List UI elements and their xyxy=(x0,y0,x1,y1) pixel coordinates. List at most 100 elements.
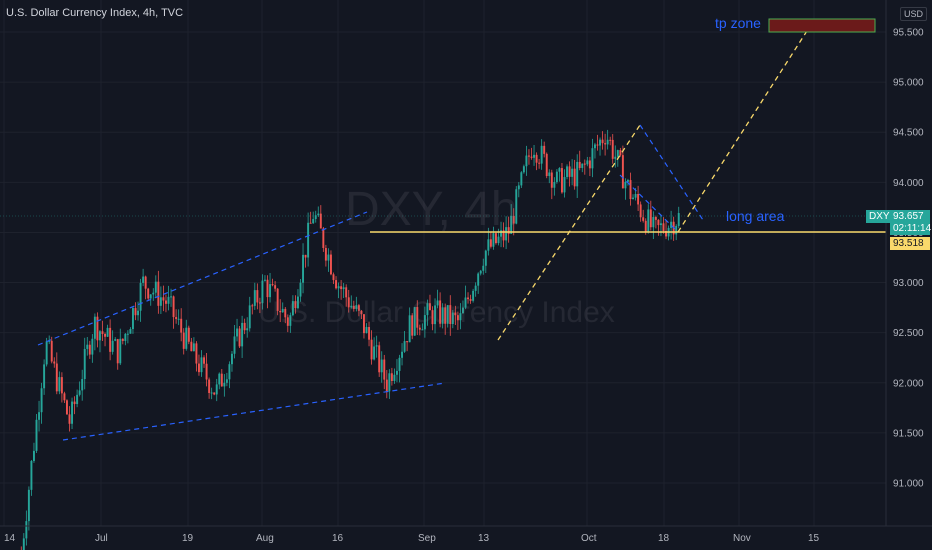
candle-up xyxy=(25,521,28,539)
candle-up xyxy=(497,236,500,244)
candle-up xyxy=(350,305,353,308)
candle-up xyxy=(111,340,114,352)
candle-up xyxy=(86,344,89,349)
candle-down xyxy=(238,328,241,347)
candle-up xyxy=(576,161,579,187)
candle-up xyxy=(131,308,134,330)
candle-up xyxy=(312,219,315,224)
symbol-tag: DXY xyxy=(866,210,890,223)
candle-up xyxy=(677,213,680,227)
candle-up xyxy=(451,312,454,325)
candle-down xyxy=(545,153,548,177)
candle-up xyxy=(170,296,173,298)
candle-up xyxy=(253,290,256,306)
candle-up xyxy=(624,181,627,189)
tp-zone-box[interactable] xyxy=(768,18,876,33)
candle-up xyxy=(299,282,302,297)
price-tick-label: 94.000 xyxy=(893,178,924,189)
candle-up xyxy=(142,276,145,283)
projection-line-target[interactable] xyxy=(677,19,815,233)
candle-up xyxy=(423,315,426,330)
candle-up xyxy=(289,315,292,326)
candle-up xyxy=(581,163,584,169)
candle-down xyxy=(73,401,76,405)
candle-down xyxy=(362,314,365,334)
candle-up xyxy=(375,345,378,347)
candle-up xyxy=(533,154,536,158)
candle-up xyxy=(139,282,142,311)
time-tick-label: 13 xyxy=(478,533,490,544)
flag-lower-line[interactable] xyxy=(619,174,679,233)
candle-down xyxy=(428,303,431,311)
candle-up xyxy=(408,315,411,343)
candle-up xyxy=(119,338,122,364)
channel-lower-line[interactable] xyxy=(62,382,446,441)
candle-up xyxy=(426,303,429,316)
candle-down xyxy=(332,274,335,281)
candle-down xyxy=(190,341,193,352)
candle-down xyxy=(629,180,632,200)
time-tick-label: Nov xyxy=(733,533,751,544)
candle-down xyxy=(573,168,576,187)
candle-down xyxy=(588,160,591,169)
candle-down xyxy=(309,222,312,224)
candle-up xyxy=(464,297,467,308)
candle-up xyxy=(398,357,401,371)
candle-up xyxy=(233,336,236,354)
long-area-label[interactable]: long area xyxy=(726,208,785,224)
flag-upper-line[interactable] xyxy=(639,124,704,221)
candle-up xyxy=(652,217,655,228)
tp-zone-label[interactable]: tp zone xyxy=(715,15,761,31)
price-tick-label: 93.000 xyxy=(893,278,924,289)
candle-down xyxy=(469,299,472,301)
candle-down xyxy=(596,144,599,146)
candle-up xyxy=(185,327,188,349)
candle-up xyxy=(76,394,79,405)
candle-down xyxy=(164,300,167,304)
candle-up xyxy=(137,310,140,316)
candle-up xyxy=(355,305,358,309)
candle-down xyxy=(55,363,58,392)
candle-down xyxy=(147,288,150,299)
candle-down xyxy=(335,280,338,289)
candle-down xyxy=(324,247,327,261)
price-axis: 95.50095.00094.50094.00093.50093.00092.5… xyxy=(0,0,932,527)
candle-down xyxy=(621,155,624,189)
candle-down xyxy=(322,228,325,248)
candle-up xyxy=(91,338,94,355)
candle-down xyxy=(357,305,360,311)
candle-up xyxy=(129,329,132,334)
price-tick-label: 95.000 xyxy=(893,78,924,89)
candle-down xyxy=(370,339,373,360)
candle-up xyxy=(263,279,266,281)
candle-down xyxy=(657,219,660,226)
candle-up xyxy=(487,239,490,251)
candle-down xyxy=(243,322,246,331)
candle-down xyxy=(665,231,668,237)
drawings-layer xyxy=(0,18,886,441)
candle-up xyxy=(459,313,462,321)
candle-down xyxy=(329,254,332,275)
candle-up xyxy=(522,166,525,173)
candle-down xyxy=(68,414,71,424)
candle-down xyxy=(390,373,393,382)
candle-down xyxy=(454,312,457,316)
chart-grid xyxy=(0,0,886,526)
candle-up xyxy=(446,305,449,324)
candle-up xyxy=(401,351,404,358)
candle-down xyxy=(144,276,147,289)
candle-up xyxy=(83,348,86,380)
candle-up xyxy=(647,209,650,232)
currency-badge[interactable]: USD xyxy=(900,7,928,21)
candle-up xyxy=(43,364,46,389)
candle-up xyxy=(225,379,228,383)
candle-down xyxy=(378,345,381,373)
candle-up xyxy=(22,538,25,550)
candle-up xyxy=(395,370,398,375)
candle-down xyxy=(195,343,198,364)
price-tick-label: 95.500 xyxy=(893,28,924,39)
candle-up xyxy=(246,328,249,331)
candle-down xyxy=(383,359,386,380)
candle-up xyxy=(337,286,340,289)
